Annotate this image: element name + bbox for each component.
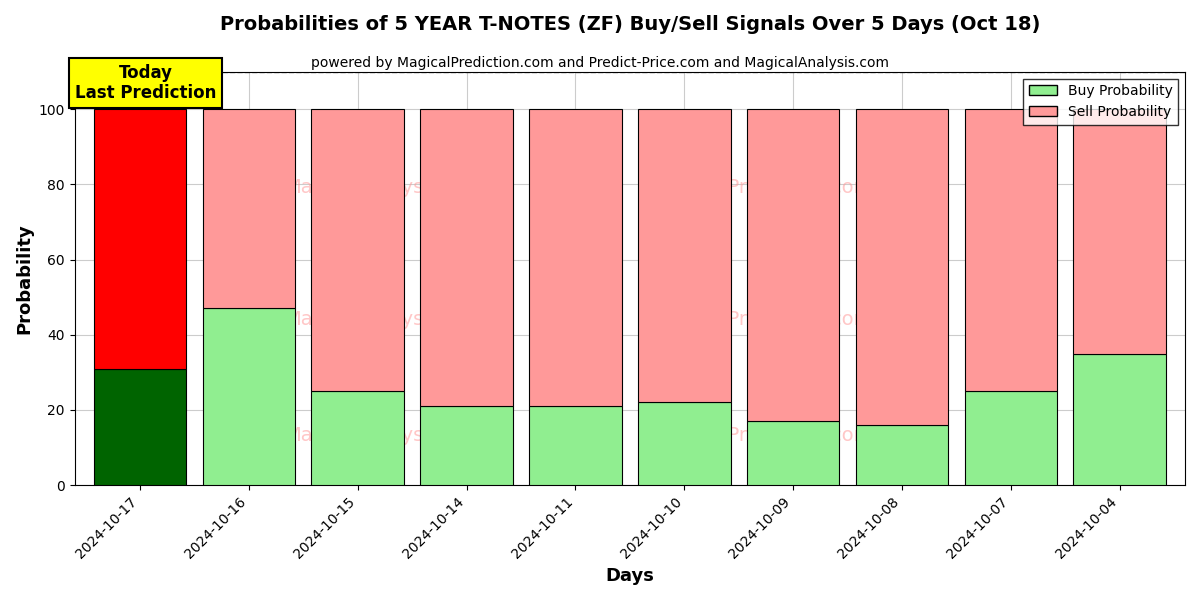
Bar: [529, 406, 622, 485]
Legend: Buy Probability, Sell Probability: Buy Probability, Sell Probability: [1024, 79, 1178, 125]
Bar: [420, 109, 512, 406]
X-axis label: Days: Days: [605, 567, 654, 585]
Text: powered by MagicalPrediction.com and Predict-Price.com and MagicalAnalysis.com: powered by MagicalPrediction.com and Pre…: [311, 56, 889, 70]
Bar: [965, 109, 1057, 391]
Text: MagicalPrediction.com: MagicalPrediction.com: [653, 426, 872, 445]
Bar: [312, 109, 404, 391]
Bar: [746, 109, 839, 421]
Bar: [203, 109, 295, 308]
Bar: [1074, 109, 1166, 353]
Text: MagicalAnalysis.com: MagicalAnalysis.com: [284, 178, 487, 197]
Bar: [856, 425, 948, 485]
Bar: [420, 406, 512, 485]
Bar: [94, 109, 186, 368]
Bar: [94, 368, 186, 485]
Text: MagicalAnalysis.com: MagicalAnalysis.com: [284, 310, 487, 329]
Bar: [746, 421, 839, 485]
Text: MagicalPrediction.com: MagicalPrediction.com: [653, 310, 872, 329]
Bar: [529, 109, 622, 406]
Bar: [638, 109, 731, 403]
Y-axis label: Probability: Probability: [16, 223, 34, 334]
Bar: [638, 403, 731, 485]
Text: MagicalPrediction.com: MagicalPrediction.com: [653, 178, 872, 197]
Bar: [203, 308, 295, 485]
Text: Today
Last Prediction: Today Last Prediction: [74, 64, 216, 103]
Bar: [965, 391, 1057, 485]
Text: MagicalAnalysis.com: MagicalAnalysis.com: [284, 426, 487, 445]
Bar: [312, 391, 404, 485]
Bar: [856, 109, 948, 425]
Bar: [1074, 353, 1166, 485]
Title: Probabilities of 5 YEAR T-NOTES (ZF) Buy/Sell Signals Over 5 Days (Oct 18): Probabilities of 5 YEAR T-NOTES (ZF) Buy…: [220, 15, 1040, 34]
